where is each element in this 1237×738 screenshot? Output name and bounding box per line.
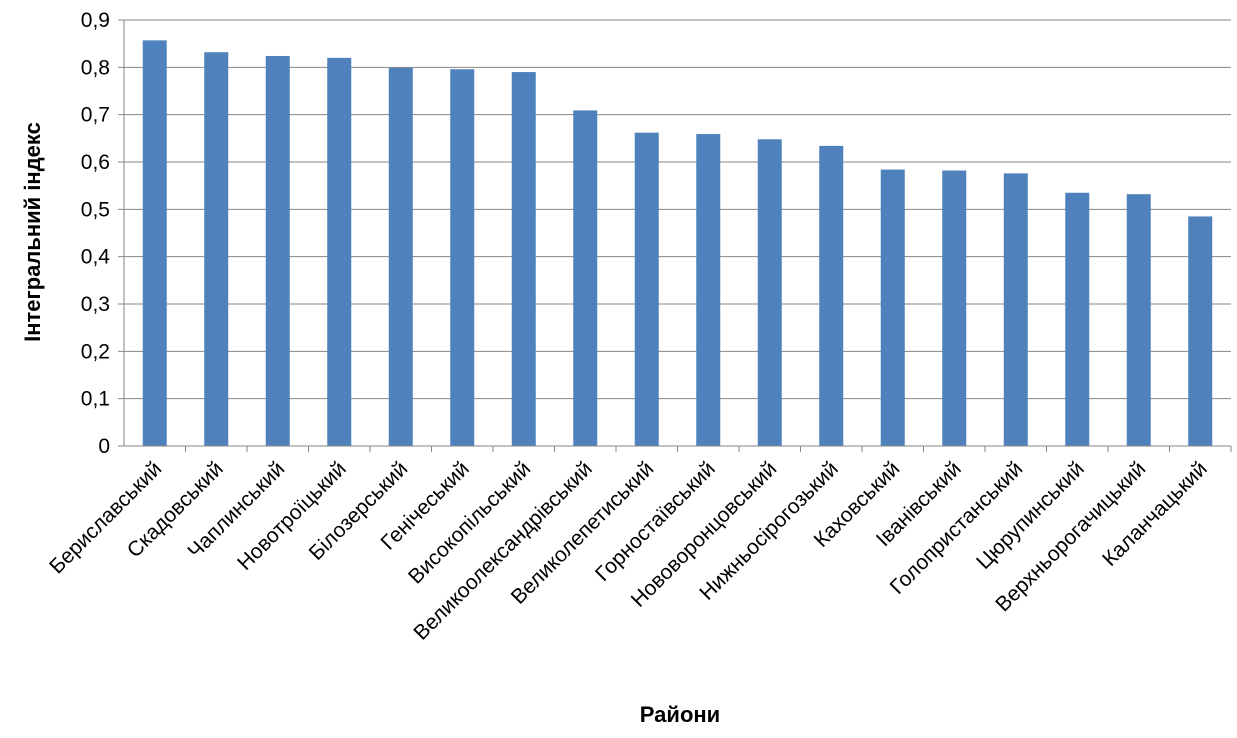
y-tick-label: 0,3 — [81, 293, 110, 316]
bar — [696, 134, 721, 446]
bars — [142, 40, 1213, 447]
bar — [450, 69, 475, 446]
y-tick-label: 0,2 — [81, 340, 110, 363]
bar — [327, 57, 352, 446]
y-tick-label: 0 — [98, 435, 110, 458]
bar — [204, 52, 229, 446]
x-axis-title: Райони — [640, 702, 720, 727]
bar — [265, 55, 290, 447]
x-category-label: Каланчацький — [1098, 457, 1212, 571]
x-category-label: Новотроїцький — [233, 457, 351, 575]
bar — [942, 170, 967, 446]
y-tick-label: 0,5 — [81, 198, 110, 221]
y-tick-label: 0,8 — [81, 56, 110, 79]
y-tick-label: 0,1 — [81, 388, 110, 411]
bar — [1003, 173, 1028, 447]
x-category-label: Бериславський — [45, 457, 166, 578]
bar — [1126, 194, 1151, 446]
bar — [880, 169, 905, 446]
bar — [757, 139, 782, 446]
bar — [142, 40, 167, 446]
x-category-labels: БериславськийСкадовськийЧаплинськийНовот… — [45, 457, 1212, 644]
bar — [1188, 216, 1213, 446]
y-tick-label: 0,4 — [81, 246, 111, 269]
axes — [118, 19, 1232, 452]
y-tick-label: 0,6 — [81, 151, 110, 174]
y-tick-label: 0,9 — [81, 9, 110, 32]
y-tick-labels: 0 0,1 0,2 0,3 0,4 0,5 0,6 0,7 0,8 0,9 — [81, 9, 111, 458]
y-tick-label: 0,7 — [81, 104, 110, 127]
bar — [388, 67, 413, 446]
bar — [1065, 192, 1090, 446]
bar — [573, 110, 598, 446]
bar — [511, 72, 536, 447]
bar — [634, 132, 659, 447]
gridlines — [124, 19, 1231, 400]
y-axis-title: Інтегральний індекс — [20, 122, 45, 342]
x-category-label: Цюрупинський — [972, 457, 1089, 574]
bar — [819, 145, 844, 446]
